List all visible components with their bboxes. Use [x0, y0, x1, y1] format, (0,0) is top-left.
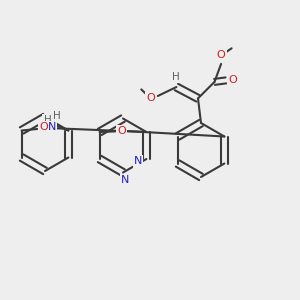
- Text: O: O: [146, 93, 155, 103]
- Text: N: N: [134, 156, 142, 167]
- Text: O: O: [117, 126, 126, 136]
- Text: O: O: [39, 122, 48, 133]
- Text: O: O: [217, 50, 226, 61]
- Text: N: N: [121, 175, 130, 185]
- Text: O: O: [228, 75, 237, 85]
- Text: N: N: [48, 122, 56, 132]
- Text: H: H: [44, 115, 51, 125]
- Text: H: H: [53, 111, 61, 122]
- Text: H: H: [172, 72, 180, 82]
